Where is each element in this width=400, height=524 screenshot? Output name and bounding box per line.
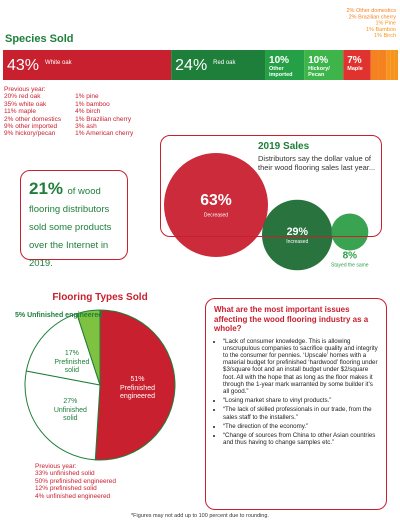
- previous-year-item: 9% hickory/pecan: [4, 130, 56, 138]
- category-label: Decreased: [204, 213, 228, 219]
- value-label: 8%: [343, 251, 358, 262]
- category-label: Red oak: [213, 60, 236, 66]
- outside-label: 1% Pine: [376, 21, 397, 27]
- previous-year-item: 4% unfinished engineered: [35, 492, 111, 500]
- value-label: 10%: [269, 55, 289, 66]
- species-title: Species Sold: [5, 33, 74, 45]
- value-label: 63%: [200, 192, 232, 209]
- category-label: Stayed the same: [331, 263, 369, 269]
- category-label: White oak: [45, 60, 73, 66]
- previous-year-label: Previous year:: [4, 86, 46, 93]
- pie-slice: [94, 309, 176, 461]
- value-label: 24%: [175, 57, 207, 74]
- previous-year-item: 20% red oak: [4, 93, 41, 101]
- previous-year-item: 1% pine: [75, 93, 99, 101]
- bar-segment: [378, 50, 387, 80]
- pie-slice: [24, 370, 101, 461]
- bar-segment: [3, 50, 172, 80]
- value-label: 43%: [7, 57, 39, 74]
- value-label: 1%: [374, 33, 383, 39]
- previous-year-item: 2% other domestics: [4, 115, 62, 123]
- bar-segment: [265, 50, 305, 80]
- outside-label: 2% Other domestics: [346, 8, 396, 14]
- category-label: Pine: [385, 21, 396, 27]
- value-label: 27%: [63, 398, 77, 405]
- quote: “Losing market share to vinyl products.”: [223, 397, 378, 404]
- issues-question: What are the most important issues affec…: [214, 305, 369, 333]
- category-label: Birch: [383, 33, 396, 39]
- value-label: 2%: [349, 14, 358, 20]
- bar-segment: [343, 50, 371, 80]
- value-label: 29%: [287, 226, 309, 238]
- footnote: *Figures may not add up to 100 percent d…: [131, 513, 269, 519]
- category-label: Prefinished solid: [54, 359, 89, 374]
- value-label: 2%: [346, 8, 355, 14]
- previous-year-item: 4% birch: [75, 108, 101, 116]
- quote-list: “Lack of consumer knowledge. This is all…: [214, 338, 378, 447]
- value-label: 5%: [15, 312, 27, 319]
- issues-box: What are the most important issues affec…: [205, 298, 387, 510]
- category-label: Unfinished solid: [54, 407, 87, 422]
- previous-year-item: 11% maple: [4, 108, 37, 116]
- category-label: Other domestics: [356, 8, 396, 14]
- pie-slice: [76, 309, 101, 386]
- value-label: 7%: [347, 55, 362, 66]
- previous-year-item: 33% unfinished solid: [35, 470, 95, 478]
- stat-value: 21%: [29, 179, 64, 198]
- category-label: Prefinished engineered: [120, 385, 155, 400]
- category-label: Maple: [347, 66, 363, 72]
- previous-year-item: 9% other imported: [4, 123, 58, 131]
- bar-segment: [304, 50, 344, 80]
- bubble: [164, 153, 268, 257]
- bar-segment: [171, 50, 266, 80]
- species-previous-year: Previous year: 20% red oak 35% white oak 1…: [4, 86, 133, 138]
- category-label: Other imported: [269, 66, 293, 78]
- sales-box: [160, 135, 382, 237]
- outside-label: 2% Brazilian cherry: [349, 14, 397, 20]
- quote: “Lack of consumer knowledge. This is all…: [223, 338, 378, 396]
- category-label: Increased: [286, 239, 308, 245]
- bar-segment: [394, 50, 398, 80]
- previous-year-label: Previous year:: [35, 463, 77, 470]
- sales-title: 2019 Sales: [258, 141, 310, 152]
- previous-year-item: 3% ash: [75, 123, 97, 131]
- sales-subtitle: Distributors say the dollar value of the…: [258, 154, 376, 172]
- bar-segment: [390, 50, 395, 80]
- category-label: Unfinished engineered: [27, 312, 102, 319]
- previous-year-list: 20% red oak 35% white oak 11% maple 2% othe…: [4, 93, 133, 137]
- quote: “The lack of skilled professionals in ou…: [223, 406, 378, 420]
- previous-year-item: 1% Brazilian cherry: [75, 115, 132, 123]
- quote: “The direction of the economy.”: [223, 423, 378, 430]
- previous-year-item: 35% white oak: [4, 100, 47, 108]
- category-label: Bamboo: [376, 27, 397, 33]
- value-label: 10%: [308, 55, 328, 66]
- outside-label: 1% Birch: [374, 33, 396, 39]
- bar-segment: [386, 50, 391, 80]
- flooring-title: Flooring Types Sold: [52, 292, 148, 303]
- category-label-text: Maple: [347, 66, 363, 72]
- category-label: Brazilian cherry: [358, 14, 396, 20]
- bubble: [262, 199, 333, 271]
- stat-text: of wood flooring distributors sold some …: [29, 186, 112, 269]
- outside-label: 1% Bamboo: [366, 27, 396, 33]
- previous-year-item: 1% American cherry: [75, 130, 134, 138]
- quote: “Change of sources from China to other A…: [223, 432, 378, 446]
- flooring-previous-year: Previous year: 33% unfinished solid 50% p…: [35, 463, 116, 500]
- category-label: Hickory/Pecan: [308, 66, 330, 78]
- value-label: 51%: [130, 376, 144, 383]
- internet-stat-box: 21% of wood flooring distributors sold s…: [20, 170, 128, 269]
- previous-year-item: 1% bamboo: [75, 100, 110, 108]
- pie-slice: [25, 313, 101, 386]
- previous-year-item: 12% prefinished solid: [35, 485, 97, 493]
- bubble: [331, 213, 369, 251]
- value-label: 1%: [376, 21, 385, 27]
- outside-label: 5% Unfinished engineered: [15, 312, 103, 319]
- value-label: 1%: [366, 27, 375, 33]
- value-label: 17%: [65, 350, 79, 357]
- previous-year-item: 50% prefinished engineered: [35, 477, 116, 485]
- bar-segment: [370, 50, 379, 80]
